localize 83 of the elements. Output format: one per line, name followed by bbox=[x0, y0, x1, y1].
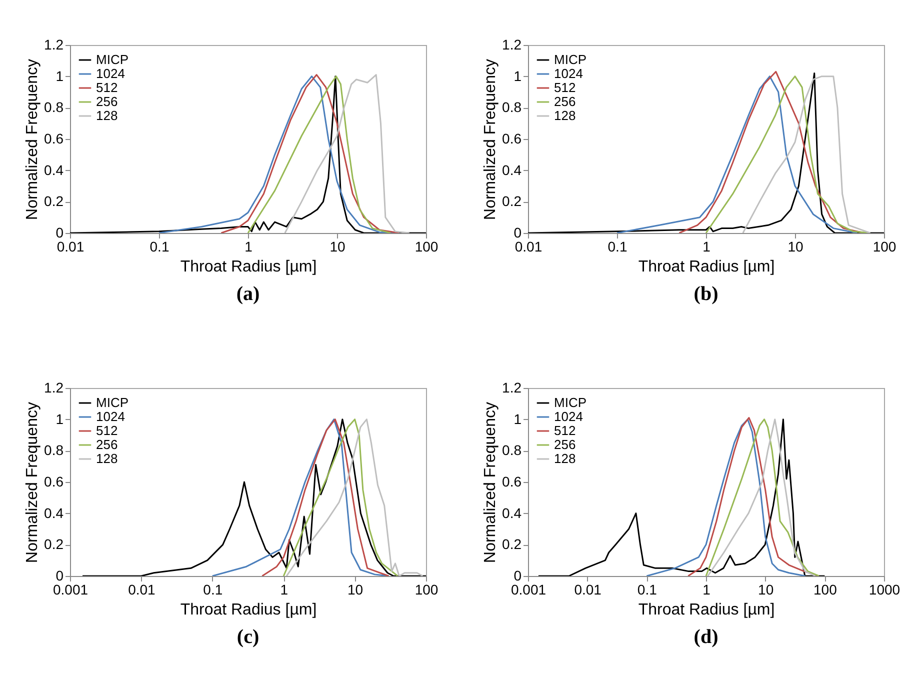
y-axis-title: Normalized Frequency bbox=[482, 59, 500, 220]
y-axis-title: Normalized Frequency bbox=[24, 402, 42, 563]
y-tick-label: 0.6 bbox=[44, 130, 64, 146]
y-tick-label: 0.8 bbox=[502, 99, 522, 116]
y-tick-label: 0.8 bbox=[502, 442, 522, 458]
y-tick-label: 1 bbox=[514, 68, 522, 84]
text: (b) bbox=[694, 283, 718, 305]
legend-label: 512 bbox=[96, 423, 118, 438]
x-tick-label: 1 bbox=[702, 582, 711, 598]
x-tick-label: 0.01 bbox=[574, 582, 602, 598]
x-tick-label: 10 bbox=[330, 238, 346, 254]
y-tick-label: 0 bbox=[514, 224, 522, 240]
x-tick-label: 0.001 bbox=[510, 582, 546, 598]
legend-label: 128 bbox=[554, 108, 576, 123]
text: (a) bbox=[236, 283, 260, 305]
legend-label: 1024 bbox=[96, 66, 125, 81]
legend-label: MICP bbox=[96, 395, 128, 410]
y-tick-label: 0.2 bbox=[44, 193, 64, 210]
x-tick-label: 0.1 bbox=[203, 582, 223, 598]
x-tick-label: 1 bbox=[244, 238, 253, 254]
y-tick-label: 1 bbox=[56, 410, 64, 427]
x-tick-label: 10 bbox=[348, 582, 364, 598]
y-axis-title: Normalized Frequency bbox=[482, 402, 500, 563]
x-tick-label: 0.1 bbox=[150, 238, 170, 254]
y-tick-label: 0.2 bbox=[502, 536, 522, 552]
legend-label: 256 bbox=[96, 94, 118, 109]
legend-label: 512 bbox=[554, 423, 576, 438]
y-tick-label: 1.2 bbox=[502, 380, 522, 396]
x-tick-label: 1000 bbox=[868, 582, 900, 598]
legend-label: 256 bbox=[554, 94, 576, 109]
text: (d) bbox=[694, 626, 718, 648]
x-tick-label: 100 bbox=[813, 582, 838, 598]
x-tick-label: 0.01 bbox=[128, 582, 156, 598]
y-tick-label: 0.6 bbox=[44, 474, 64, 490]
x-tick-label: 100 bbox=[414, 238, 438, 254]
y-tick-label: 0.6 bbox=[502, 474, 522, 490]
legend-label: 1024 bbox=[96, 409, 125, 424]
legend-label: 1024 bbox=[554, 409, 583, 424]
x-tick-label: 0.01 bbox=[514, 238, 542, 254]
y-tick-label: 0.2 bbox=[502, 193, 522, 210]
x-tick-label: 1 bbox=[280, 582, 288, 598]
y-tick-label: 0.4 bbox=[502, 504, 522, 521]
x-axis-title: Throat Radius [µm] bbox=[180, 602, 317, 618]
x-axis-title: Throat Radius [µm] bbox=[638, 258, 775, 276]
y-axis-title: Normalized Frequency bbox=[24, 59, 42, 220]
y-tick-label: 0.4 bbox=[44, 504, 64, 521]
legend-label: 1024 bbox=[554, 66, 583, 81]
y-tick-label: 1 bbox=[56, 68, 64, 84]
y-tick-label: 0.2 bbox=[44, 536, 64, 552]
x-axis-title: Throat Radius [µm] bbox=[638, 602, 775, 618]
y-tick-label: 1.2 bbox=[44, 36, 64, 52]
x-tick-label: 0.1 bbox=[637, 582, 658, 598]
x-tick-label: 0.001 bbox=[52, 582, 88, 598]
legend-label: MICP bbox=[96, 52, 128, 67]
x-tick-label: 0.1 bbox=[608, 238, 628, 254]
y-tick-label: 1.2 bbox=[44, 380, 64, 396]
x-tick-label: 10 bbox=[788, 238, 804, 254]
y-tick-label: 0.6 bbox=[502, 130, 522, 146]
legend-label: 512 bbox=[96, 80, 118, 95]
y-tick-label: 1 bbox=[514, 410, 522, 427]
y-tick-label: 0.4 bbox=[44, 162, 64, 178]
legend-label: 128 bbox=[554, 451, 576, 466]
y-tick-label: 0.4 bbox=[502, 162, 522, 178]
x-axis-title: Throat Radius [µm] bbox=[180, 258, 317, 276]
y-tick-label: 0 bbox=[514, 568, 522, 584]
x-tick-label: 0.01 bbox=[56, 238, 84, 254]
y-tick-label: 0 bbox=[56, 224, 64, 240]
x-tick-label: 100 bbox=[872, 238, 896, 254]
y-tick-label: 1.2 bbox=[502, 36, 522, 52]
y-tick-label: 0 bbox=[56, 568, 64, 584]
legend-label: 512 bbox=[554, 80, 576, 95]
x-tick-label: 100 bbox=[414, 582, 438, 598]
text: (c) bbox=[236, 626, 260, 648]
y-tick-label: 0.8 bbox=[44, 99, 64, 116]
legend-label: MICP bbox=[554, 52, 586, 67]
x-tick-label: 1 bbox=[702, 238, 711, 254]
legend-label: 128 bbox=[96, 451, 118, 466]
x-tick-label: 10 bbox=[758, 582, 774, 598]
legend-label: 256 bbox=[554, 437, 576, 452]
legend-label: MICP bbox=[554, 395, 586, 410]
legend-label: 256 bbox=[96, 437, 118, 452]
legend-label: 128 bbox=[96, 108, 118, 123]
y-tick-label: 0.8 bbox=[44, 442, 64, 458]
